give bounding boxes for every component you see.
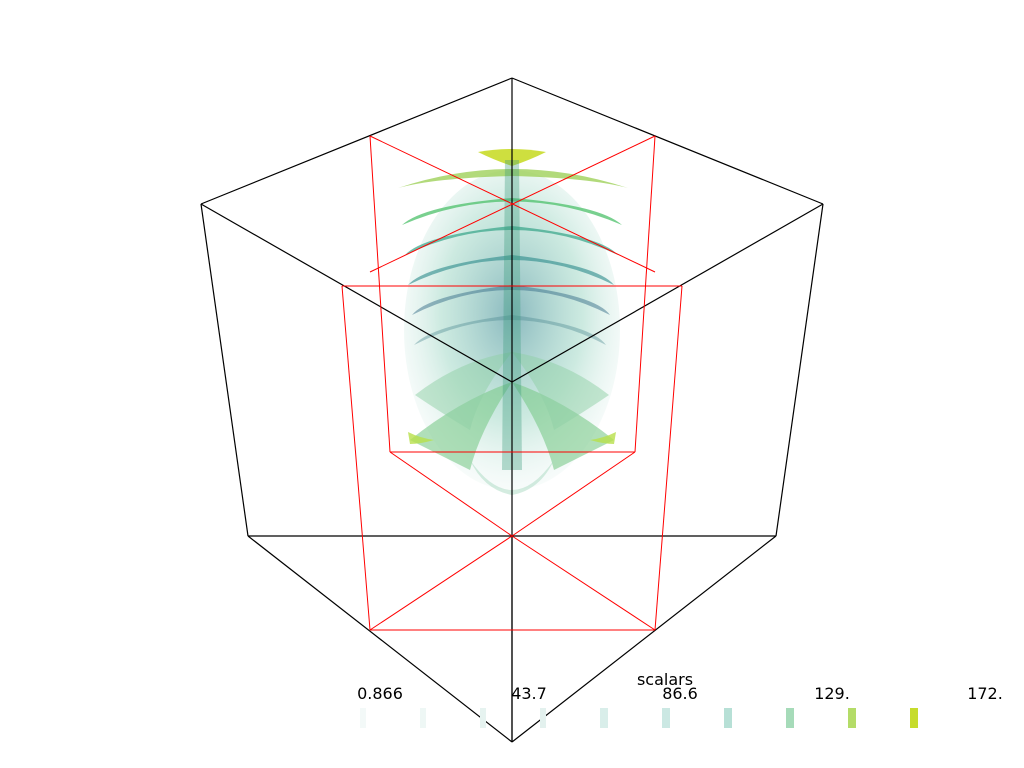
scalar-bar-swatch <box>420 708 426 728</box>
scalar-bar-swatch <box>662 708 670 728</box>
scalar-bar-swatch <box>724 708 732 728</box>
scalar-bar-swatch <box>600 708 608 728</box>
volume-render <box>398 149 628 495</box>
lower-tail <box>470 460 554 495</box>
edge-glow-right <box>590 432 616 444</box>
fan-right-2 <box>512 352 609 430</box>
shell-1 <box>398 169 628 188</box>
fan-left <box>410 382 512 470</box>
slice-planes <box>341 135 683 631</box>
edge-glow-left <box>408 432 434 444</box>
bounding-box <box>200 77 824 743</box>
scalar-bar-tick-1: 43.7 <box>511 684 547 703</box>
fan-left-2 <box>415 352 512 430</box>
scalar-bar-swatch <box>480 708 486 728</box>
scalar-bar <box>360 708 918 728</box>
scalar-bar-tick-0: 0.866 <box>357 684 403 703</box>
scalar-bar-swatch <box>910 708 918 728</box>
scalar-bar-tick-4: 172. <box>967 684 1003 703</box>
scalar-bar-swatch <box>786 708 794 728</box>
scalar-bar-tick-3: 129. <box>814 684 850 703</box>
scalar-bar-swatch <box>360 708 366 728</box>
fan-right <box>512 382 614 470</box>
scalar-bar-swatch <box>848 708 856 728</box>
scalar-bar-tick-2: 86.6 <box>662 684 698 703</box>
scalar-bar-swatch <box>540 708 546 728</box>
scalar-bar-title: scalars <box>636 670 694 689</box>
